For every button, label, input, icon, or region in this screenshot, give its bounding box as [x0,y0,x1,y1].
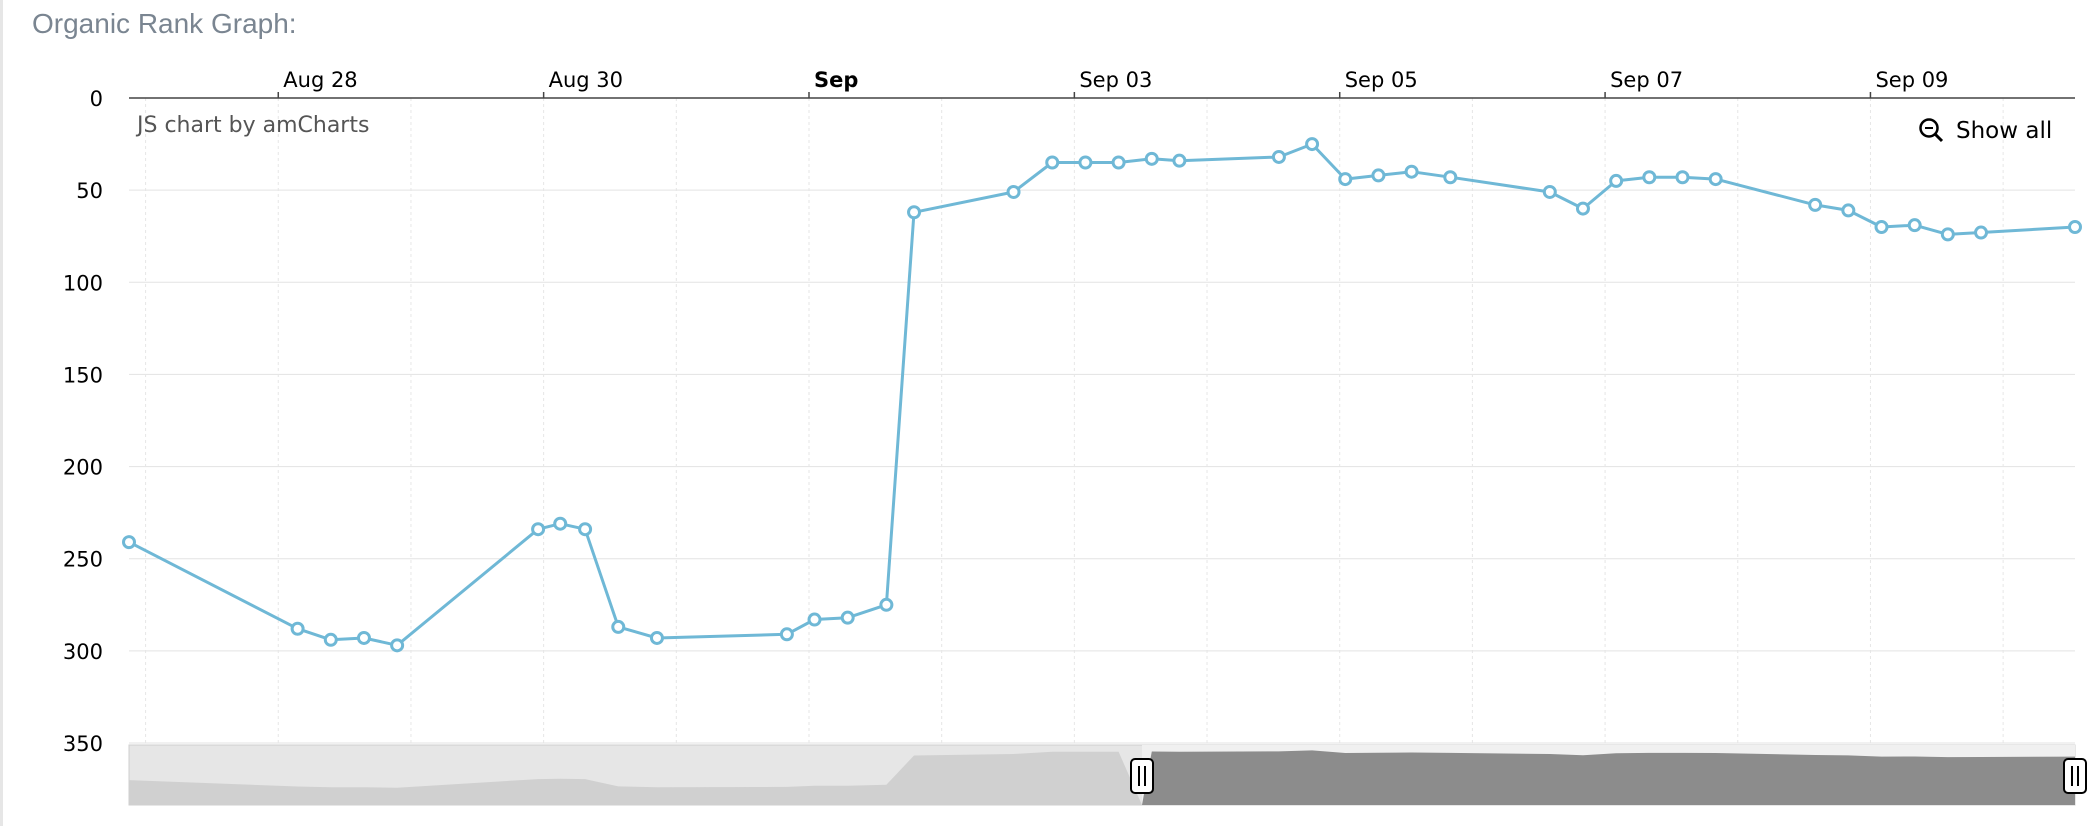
data-point[interactable] [1609,173,1624,188]
data-point[interactable] [122,535,136,550]
y-tick-label: 50 [76,179,103,203]
data-point[interactable] [907,205,922,220]
data-point[interactable] [578,522,593,537]
y-tick-label: 300 [63,640,103,664]
data-point[interactable] [840,610,855,625]
x-tick-label: Sep [814,68,858,92]
data-point[interactable] [611,619,626,634]
data-point[interactable] [1575,201,1590,216]
series-points-layer [122,137,2082,653]
zoom-out-icon [1919,118,1944,143]
y-tick-label: 350 [63,732,103,756]
data-point[interactable] [1404,164,1419,179]
y-tick-label: 200 [63,456,103,480]
data-point[interactable] [1172,153,1187,168]
data-point[interactable] [1443,170,1458,185]
scrollbar-left-grip-icon[interactable] [1130,758,1154,794]
x-tick-label: Aug 28 [283,68,357,92]
x-tick-label: Aug 30 [549,68,623,92]
data-point[interactable] [1144,151,1159,166]
data-point[interactable] [649,630,664,645]
data-point[interactable] [1874,220,1889,234]
section-title: Organic Rank Graph: [32,8,297,39]
data-point[interactable] [879,597,894,612]
x-tick-label: Sep 09 [1875,68,1948,92]
data-point[interactable] [1111,155,1126,170]
data-point[interactable] [1078,155,1093,170]
y-axis-labels: 0 50 100 150 200 250 300 350 [63,87,103,756]
data-point[interactable] [2068,220,2082,234]
x-axis-ticks: Aug 28 Aug 30 Sep Sep 03 Sep 05 Sep 07 Sep 09 [277,68,1948,98]
data-point[interactable] [1006,184,1021,199]
data-point[interactable] [779,627,794,642]
y-tick-label: 250 [63,548,103,572]
left-border [0,0,3,826]
data-point[interactable] [1305,137,1320,152]
data-point[interactable] [290,621,305,636]
data-point[interactable] [1675,170,1690,185]
series-line-layer [128,142,2076,647]
data-point[interactable] [1940,227,1955,242]
x-tick-label: Sep 07 [1610,68,1683,92]
data-point[interactable] [390,638,405,653]
data-point[interactable] [1642,170,1657,185]
data-point[interactable] [1907,218,1922,233]
show-all-button[interactable]: Show all [1919,118,2053,144]
data-point[interactable] [1338,172,1353,187]
amcharts-credit[interactable]: JS chart by amCharts [135,113,369,138]
data-point[interactable] [1808,197,1823,212]
data-point[interactable] [356,630,371,645]
y-tick-label: 0 [90,87,103,111]
scrollbar-preview-selected [1142,750,2075,805]
data-point[interactable] [323,632,338,647]
data-point[interactable] [807,612,822,627]
data-point[interactable] [1045,155,1060,170]
data-point[interactable] [1841,203,1856,218]
scrollbar-preview-unselected [129,751,1142,805]
grid-layer [129,98,2075,744]
data-point[interactable] [1371,168,1386,183]
scrollbar[interactable] [128,744,2087,806]
scrollbar-right-grip-icon[interactable] [2063,758,2087,794]
x-tick-label: Sep 03 [1079,68,1152,92]
data-point[interactable] [1708,172,1723,187]
x-tick-label: Sep 05 [1345,68,1418,92]
series-line [128,142,2076,647]
data-point[interactable] [1271,149,1286,164]
y-tick-label: 150 [63,363,103,387]
data-point[interactable] [531,522,546,537]
show-all-label: Show all [1956,118,2052,144]
data-point[interactable] [553,516,568,531]
y-tick-label: 100 [63,271,103,295]
data-point[interactable] [1542,184,1557,199]
data-point[interactable] [1974,225,1989,240]
